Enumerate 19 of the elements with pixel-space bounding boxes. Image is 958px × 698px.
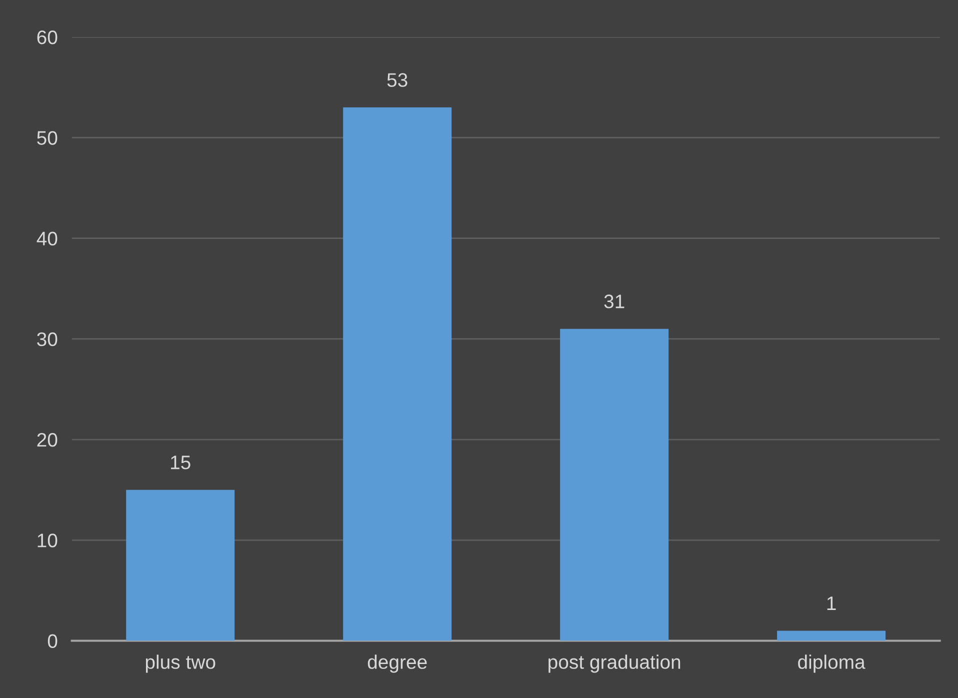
data-label: 15: [171, 456, 190, 470]
y-tick-label: 40: [36, 232, 58, 246]
y-tick-label: 0: [48, 634, 58, 648]
x-tick-label: degree: [368, 654, 427, 673]
bar: [126, 490, 235, 641]
y-tick-label: 50: [37, 131, 58, 145]
bar: [343, 107, 452, 641]
x-tick-label: post graduation: [548, 654, 680, 673]
x-tick-label: diploma: [798, 654, 866, 673]
data-label: 53: [387, 73, 408, 87]
x-tick-label: plus two: [146, 654, 216, 673]
bar: [560, 328, 669, 641]
data-label: 31: [604, 294, 624, 308]
y-tick-label: 30: [37, 332, 58, 346]
y-tick-label: 20: [37, 432, 58, 447]
y-tick-label: 60: [37, 30, 58, 44]
y-tick-label: 10: [38, 534, 58, 548]
data-label: 1: [827, 596, 836, 610]
bar: [777, 630, 886, 641]
